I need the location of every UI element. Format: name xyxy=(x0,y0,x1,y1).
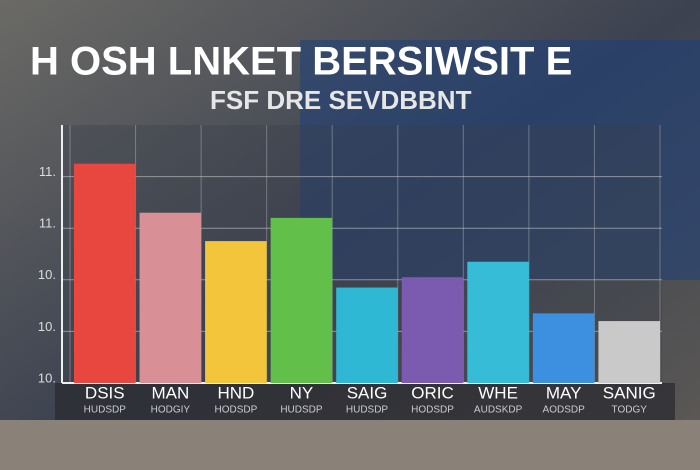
bar xyxy=(73,163,136,383)
x-tick-label: SAIG xyxy=(347,383,388,402)
x-tick-label: SANIG xyxy=(603,383,656,402)
x-tick-sublabel: AODSDP xyxy=(543,405,586,416)
x-tick-sublabel: HODSDP xyxy=(411,405,454,416)
chart-subtitle: FSF DRE SEVDBBNT xyxy=(210,85,472,115)
x-tick-sublabel: HUDSDP xyxy=(280,405,323,416)
x-tick-label: MAY xyxy=(546,383,582,402)
bar xyxy=(205,241,267,383)
label-band xyxy=(55,383,675,420)
bar xyxy=(401,277,464,383)
y-tick-label: 10. xyxy=(38,267,56,282)
chart-title: H OSH LNKET BERSIWSIT E xyxy=(30,40,572,84)
bar xyxy=(336,287,398,383)
x-tick-sublabel: HODGIY xyxy=(151,405,191,416)
y-tick-label: 10. xyxy=(38,319,56,334)
y-tick-label: 11. xyxy=(39,216,56,231)
bar xyxy=(139,212,202,383)
x-tick-sublabel: AUDSKDP xyxy=(474,405,523,416)
y-tick-label: 10. xyxy=(38,370,56,385)
desk xyxy=(0,420,700,470)
bar xyxy=(598,321,661,383)
monitor xyxy=(300,40,700,280)
x-tick-label: NY xyxy=(290,383,314,402)
x-tick-label: ORIC xyxy=(411,383,454,402)
x-tick-sublabel: HUDSDP xyxy=(84,405,127,416)
x-tick-label: WHE xyxy=(478,383,518,402)
bar xyxy=(467,261,529,383)
bar xyxy=(270,217,333,383)
x-tick-sublabel: HODSDP xyxy=(214,405,257,416)
y-tick-label: 11. xyxy=(39,164,56,179)
x-tick-label: HND xyxy=(217,383,254,402)
x-tick-sublabel: HUDSDP xyxy=(346,405,389,416)
x-tick-label: DSIS xyxy=(85,383,125,402)
bar xyxy=(532,313,595,383)
x-tick-label: MAN xyxy=(151,383,189,402)
x-tick-sublabel: TODGY xyxy=(612,405,648,416)
